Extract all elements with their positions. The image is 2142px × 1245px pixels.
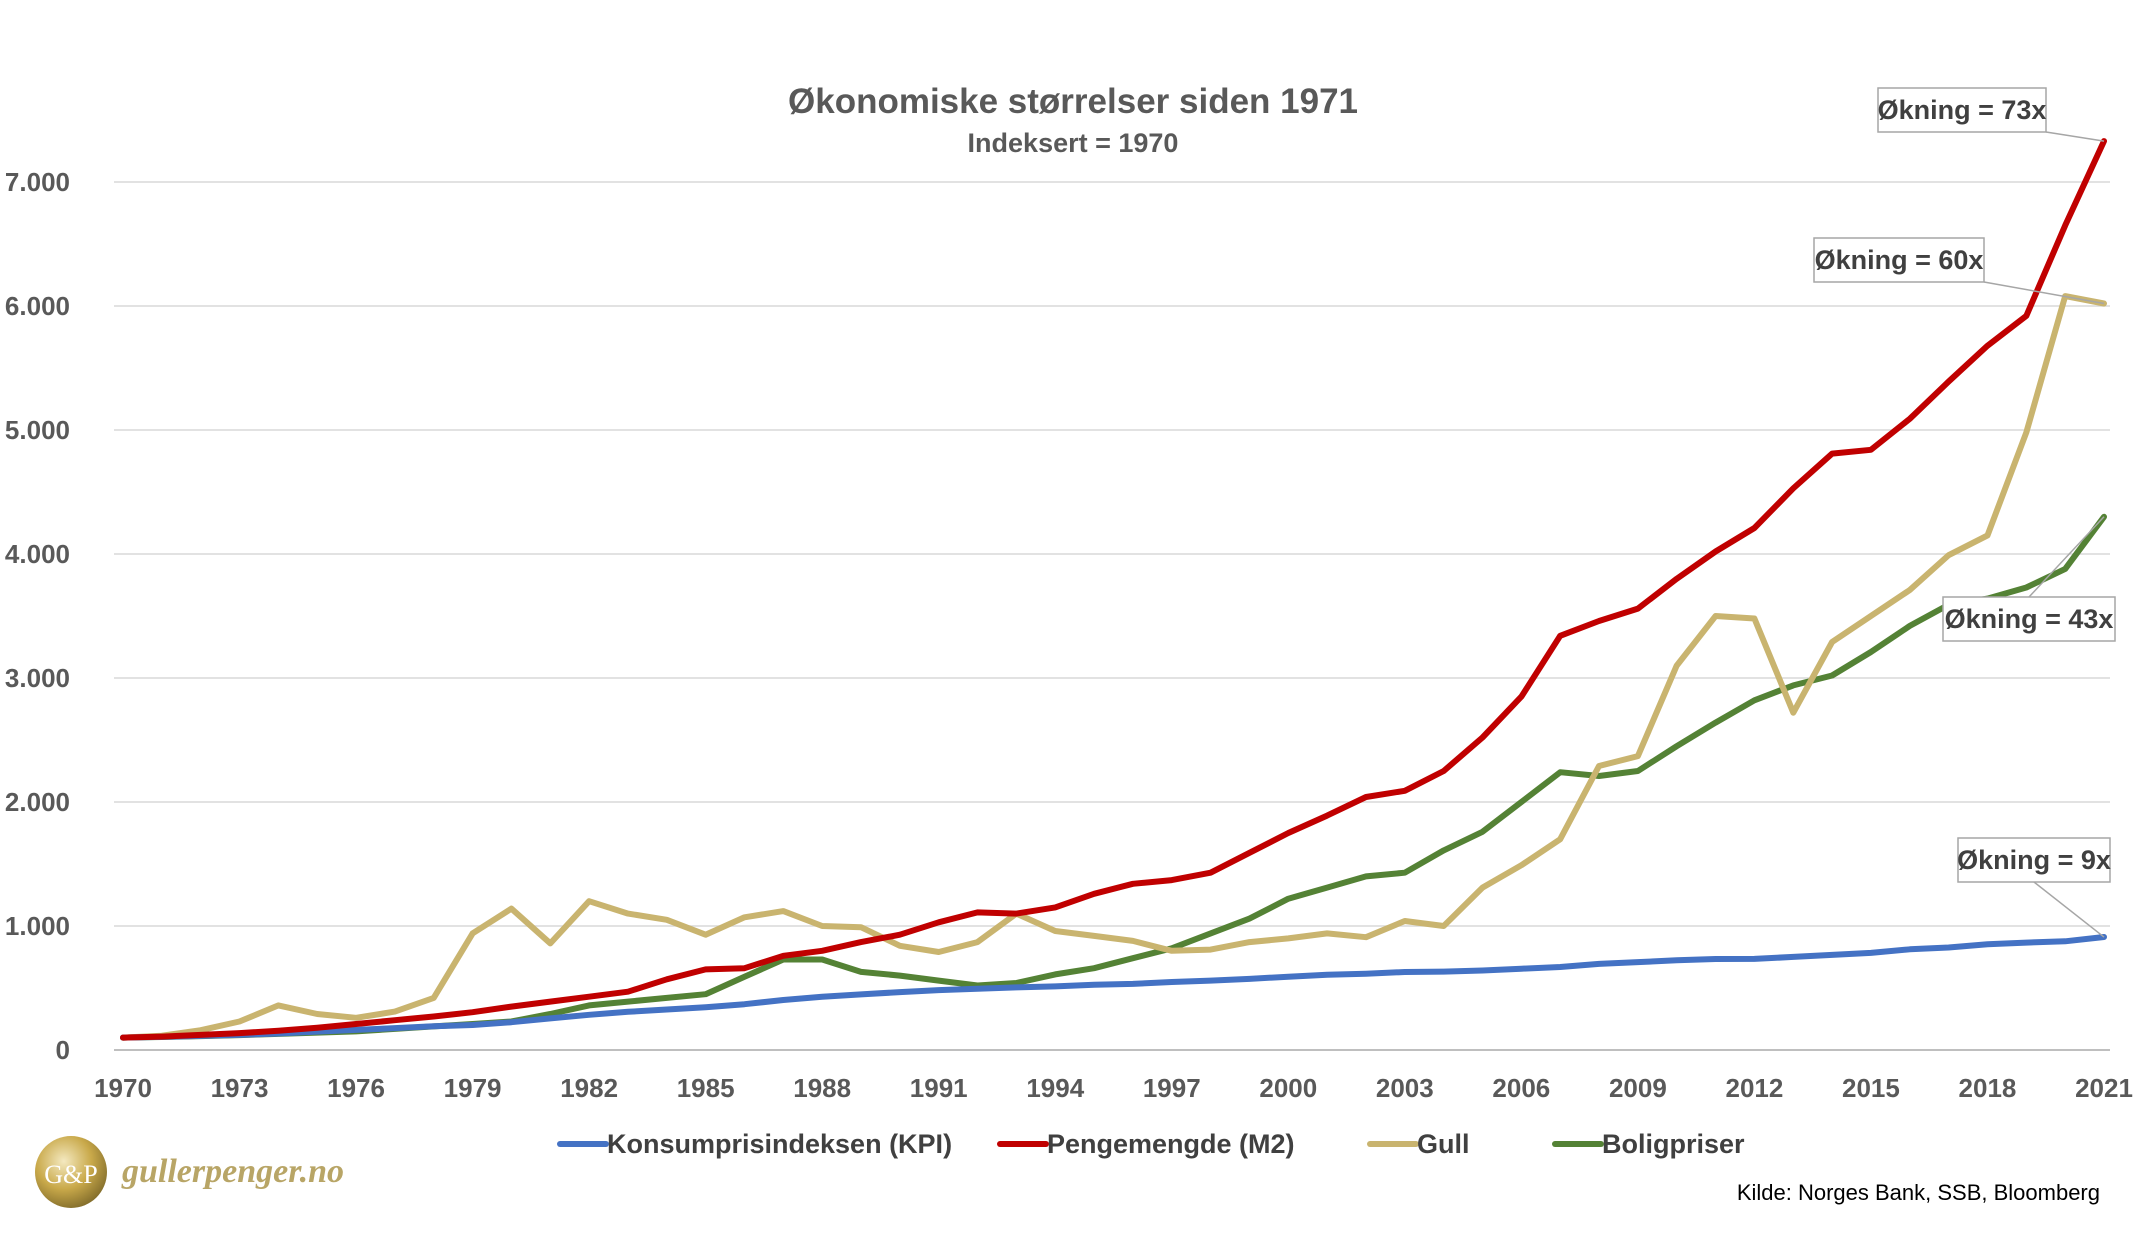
x-tick-label: 1976 [327,1073,385,1103]
legend-item: Konsumprisindeksen (KPI) [557,1129,952,1159]
title-background [780,70,1380,170]
y-tick-label: 2.000 [5,787,70,817]
x-tick-label: 2012 [1725,1073,1783,1103]
x-tick-label: 2003 [1376,1073,1434,1103]
callout-label: Økning = 60x [1815,245,1984,275]
callout: Økning = 73x [1877,87,2105,142]
callout: Økning = 43x [1942,516,2116,642]
callout: Økning = 60x [1813,237,2105,305]
legend-item: Pengemengde (M2) [997,1129,1295,1159]
callout-leader [2045,131,2105,142]
y-tick-label: 3.000 [5,663,70,693]
logo: G&P gullerpenger.no [35,1136,344,1208]
callout-leader [1983,281,2105,305]
x-axis-ticks: 1970 1973 1976 1979 1982 1985 1988 1991 1994 1997… [94,1073,2133,1103]
chart-title: Økonomiske størrelser siden 1971 [788,82,1358,121]
callout-label: Økning = 73x [1878,95,2047,125]
series-line-gull [120,293,2107,1041]
gridlines [114,181,2110,1051]
callouts: Økning = 73x Økning = 60x Økning = 43x Økni… [1813,87,2116,938]
callout-box [1877,87,2047,133]
x-tick-label: 2018 [1959,1073,2017,1103]
legend-item: Gull [1367,1129,1470,1159]
x-tick-label: 1991 [910,1073,968,1103]
callout-box [1957,837,2111,883]
legend-label: Boligpriser [1602,1129,1745,1159]
legend-label: Konsumprisindeksen (KPI) [607,1129,952,1159]
y-axis-ticks: 0 1.000 2.000 3.000 4.000 5.000 6.000 7.000 [5,167,70,1065]
y-tick-label: 7.000 [5,167,70,197]
y-tick-label: 0 [56,1035,70,1065]
x-tick-label: 1973 [211,1073,269,1103]
x-tick-label: 1970 [94,1073,152,1103]
x-tick-label: 2006 [1492,1073,1550,1103]
y-tick-label: 4.000 [5,539,70,569]
x-tick-label: 1994 [1026,1073,1084,1103]
x-tick-label: 2000 [1259,1073,1317,1103]
series-lines [120,138,2107,1041]
callout-leader [2033,881,2105,938]
callout-label: Økning = 9x [1957,845,2111,875]
x-tick-label: 1982 [560,1073,618,1103]
y-tick-label: 1.000 [5,911,70,941]
x-tick-label: 1988 [793,1073,851,1103]
legend: Konsumprisindeksen (KPI) Pengemengde (M2)… [557,1129,1745,1159]
source-note: Kilde: Norges Bank, SSB, Bloomberg [1737,1180,2100,1205]
logo-badge-icon [35,1136,107,1208]
series-line-pengemengde-m2 [120,138,2107,1041]
logo-text: gullerpenger.no [121,1153,344,1190]
x-tick-label: 2009 [1609,1073,1667,1103]
chart-subtitle: Indeksert = 1970 [968,128,1179,158]
legend-label: Gull [1417,1129,1470,1159]
callout-box [1813,237,1985,283]
series-line-boligpriser [120,513,2107,1041]
y-tick-label: 5.000 [5,415,70,445]
legend-item: Boligpriser [1552,1129,1745,1159]
callout-label: Økning = 43x [1945,604,2114,634]
x-tick-label: 1985 [677,1073,735,1103]
x-tick-label: 1997 [1143,1073,1201,1103]
y-tick-label: 6.000 [5,291,70,321]
legend-label: Pengemengde (M2) [1047,1129,1295,1159]
series-line-konsumprisindeksen-kpi [120,934,2107,1041]
x-tick-label: 1979 [444,1073,502,1103]
x-tick-label: 2015 [1842,1073,1900,1103]
logo-monogram: G&P [44,1160,97,1189]
callout-leader [2028,516,2105,598]
x-tick-label: 2021 [2075,1073,2133,1103]
callout: Økning = 9x [1957,837,2111,938]
callout-box [1942,596,2116,642]
